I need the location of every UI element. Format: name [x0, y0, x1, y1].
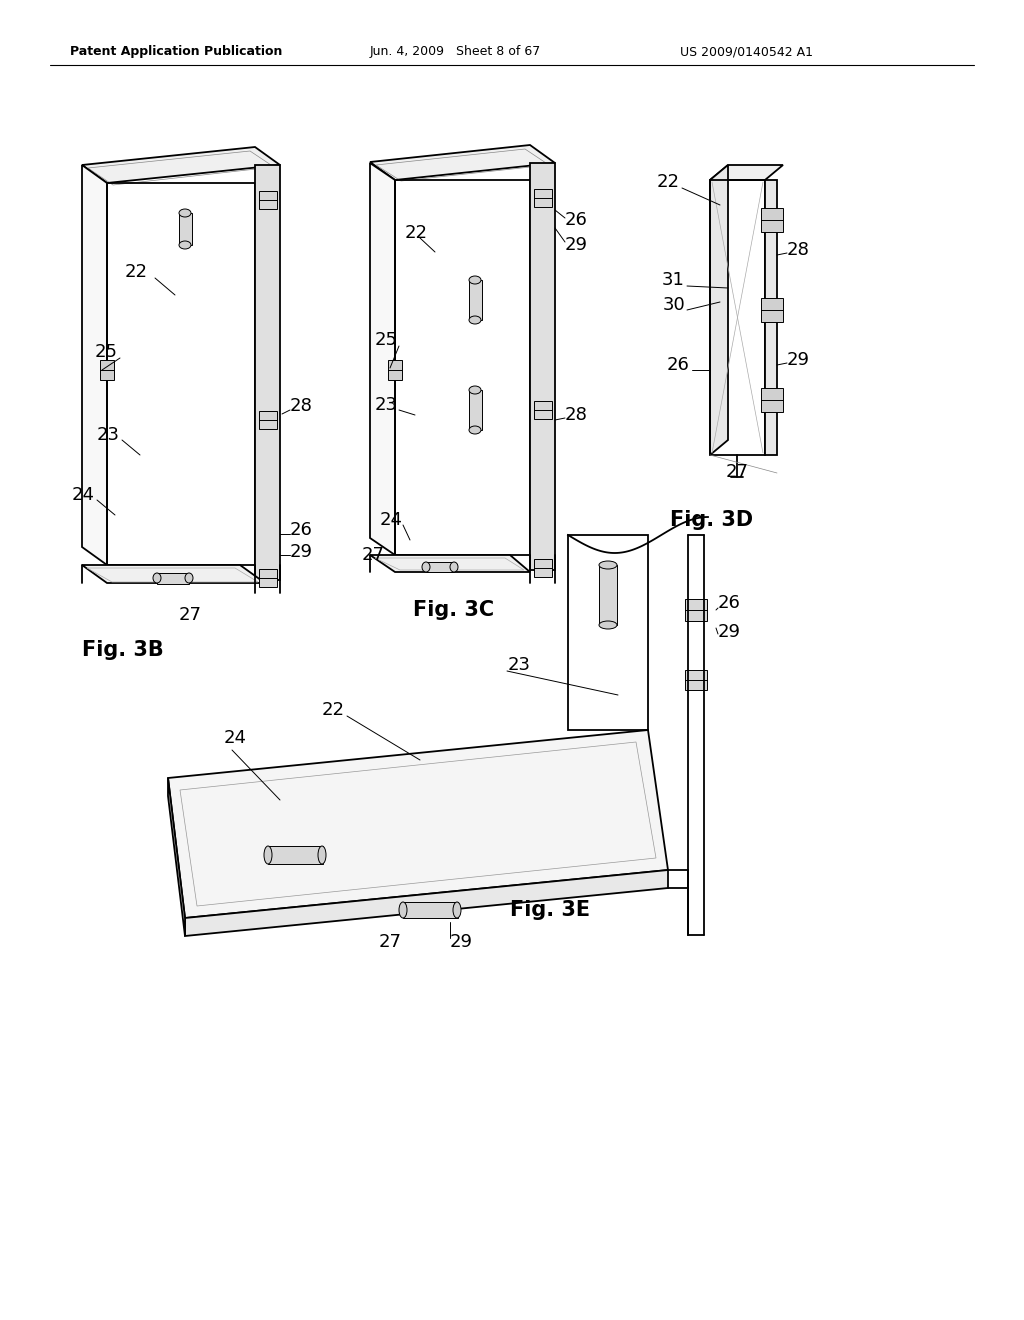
Text: 23: 23: [508, 656, 531, 675]
Ellipse shape: [264, 846, 272, 865]
Text: Jun. 4, 2009   Sheet 8 of 67: Jun. 4, 2009 Sheet 8 of 67: [370, 45, 542, 58]
Polygon shape: [168, 777, 185, 936]
Polygon shape: [82, 165, 106, 565]
Bar: [259, 569, 278, 587]
Ellipse shape: [469, 426, 481, 434]
Text: 31: 31: [663, 271, 685, 289]
Ellipse shape: [599, 620, 617, 630]
Polygon shape: [185, 870, 668, 936]
Polygon shape: [168, 730, 668, 917]
Ellipse shape: [153, 573, 161, 583]
Ellipse shape: [422, 562, 430, 572]
Polygon shape: [710, 165, 728, 455]
Text: Patent Application Publication: Patent Application Publication: [70, 45, 283, 58]
Polygon shape: [82, 147, 280, 183]
Text: 24: 24: [224, 729, 247, 747]
Text: 26: 26: [718, 594, 741, 612]
Text: 24: 24: [380, 511, 403, 529]
Bar: [599, 565, 617, 624]
Text: 23: 23: [97, 426, 120, 444]
Text: 22: 22: [322, 701, 345, 719]
Bar: [761, 298, 783, 322]
Ellipse shape: [179, 242, 191, 249]
Polygon shape: [370, 162, 395, 554]
Bar: [100, 360, 114, 380]
Bar: [469, 389, 482, 430]
Bar: [685, 671, 707, 690]
Bar: [534, 401, 552, 418]
Text: 29: 29: [718, 623, 741, 642]
Polygon shape: [710, 165, 783, 180]
Text: Fig. 3B: Fig. 3B: [82, 640, 164, 660]
Bar: [426, 562, 454, 572]
Text: 25: 25: [95, 343, 118, 360]
Text: 26: 26: [565, 211, 588, 228]
Text: 22: 22: [657, 173, 680, 191]
Ellipse shape: [599, 561, 617, 569]
Text: 24: 24: [72, 486, 95, 504]
Ellipse shape: [318, 846, 326, 865]
Bar: [761, 209, 783, 232]
Text: 29: 29: [450, 933, 473, 950]
Text: US 2009/0140542 A1: US 2009/0140542 A1: [680, 45, 813, 58]
Text: 27: 27: [362, 546, 385, 564]
Polygon shape: [82, 565, 265, 583]
Text: 28: 28: [290, 397, 313, 414]
Bar: [469, 280, 482, 319]
Text: Fig. 3C: Fig. 3C: [413, 601, 495, 620]
Bar: [157, 573, 189, 583]
Bar: [403, 902, 458, 917]
Text: 25: 25: [375, 331, 398, 348]
Text: 22: 22: [406, 224, 428, 242]
Text: 29: 29: [290, 543, 313, 561]
Text: 26: 26: [667, 356, 690, 374]
Ellipse shape: [450, 562, 458, 572]
Bar: [761, 388, 783, 412]
Text: 28: 28: [565, 407, 588, 424]
Text: 27: 27: [725, 463, 749, 480]
Ellipse shape: [185, 573, 193, 583]
Text: 27: 27: [379, 933, 401, 950]
Text: 27: 27: [178, 606, 202, 624]
Bar: [268, 846, 323, 865]
Text: Fig. 3D: Fig. 3D: [670, 510, 753, 531]
Bar: [179, 213, 193, 246]
Ellipse shape: [469, 276, 481, 284]
Ellipse shape: [399, 902, 407, 917]
Text: 29: 29: [787, 351, 810, 370]
Ellipse shape: [179, 209, 191, 216]
Ellipse shape: [453, 902, 461, 917]
Bar: [534, 558, 552, 577]
Text: 23: 23: [375, 396, 398, 414]
Ellipse shape: [469, 315, 481, 323]
Bar: [259, 411, 278, 429]
Bar: [685, 599, 707, 620]
Bar: [534, 189, 552, 207]
Polygon shape: [370, 145, 555, 180]
Text: 30: 30: [663, 296, 685, 314]
Bar: [259, 191, 278, 209]
Bar: [388, 360, 402, 380]
Text: 28: 28: [787, 242, 810, 259]
Polygon shape: [255, 165, 280, 579]
Polygon shape: [370, 554, 530, 572]
Polygon shape: [530, 162, 555, 570]
Text: Fig. 3E: Fig. 3E: [510, 900, 590, 920]
Text: 22: 22: [125, 263, 148, 281]
Ellipse shape: [469, 385, 481, 393]
Polygon shape: [765, 180, 777, 455]
Text: 26: 26: [290, 521, 313, 539]
Text: 29: 29: [565, 236, 588, 253]
